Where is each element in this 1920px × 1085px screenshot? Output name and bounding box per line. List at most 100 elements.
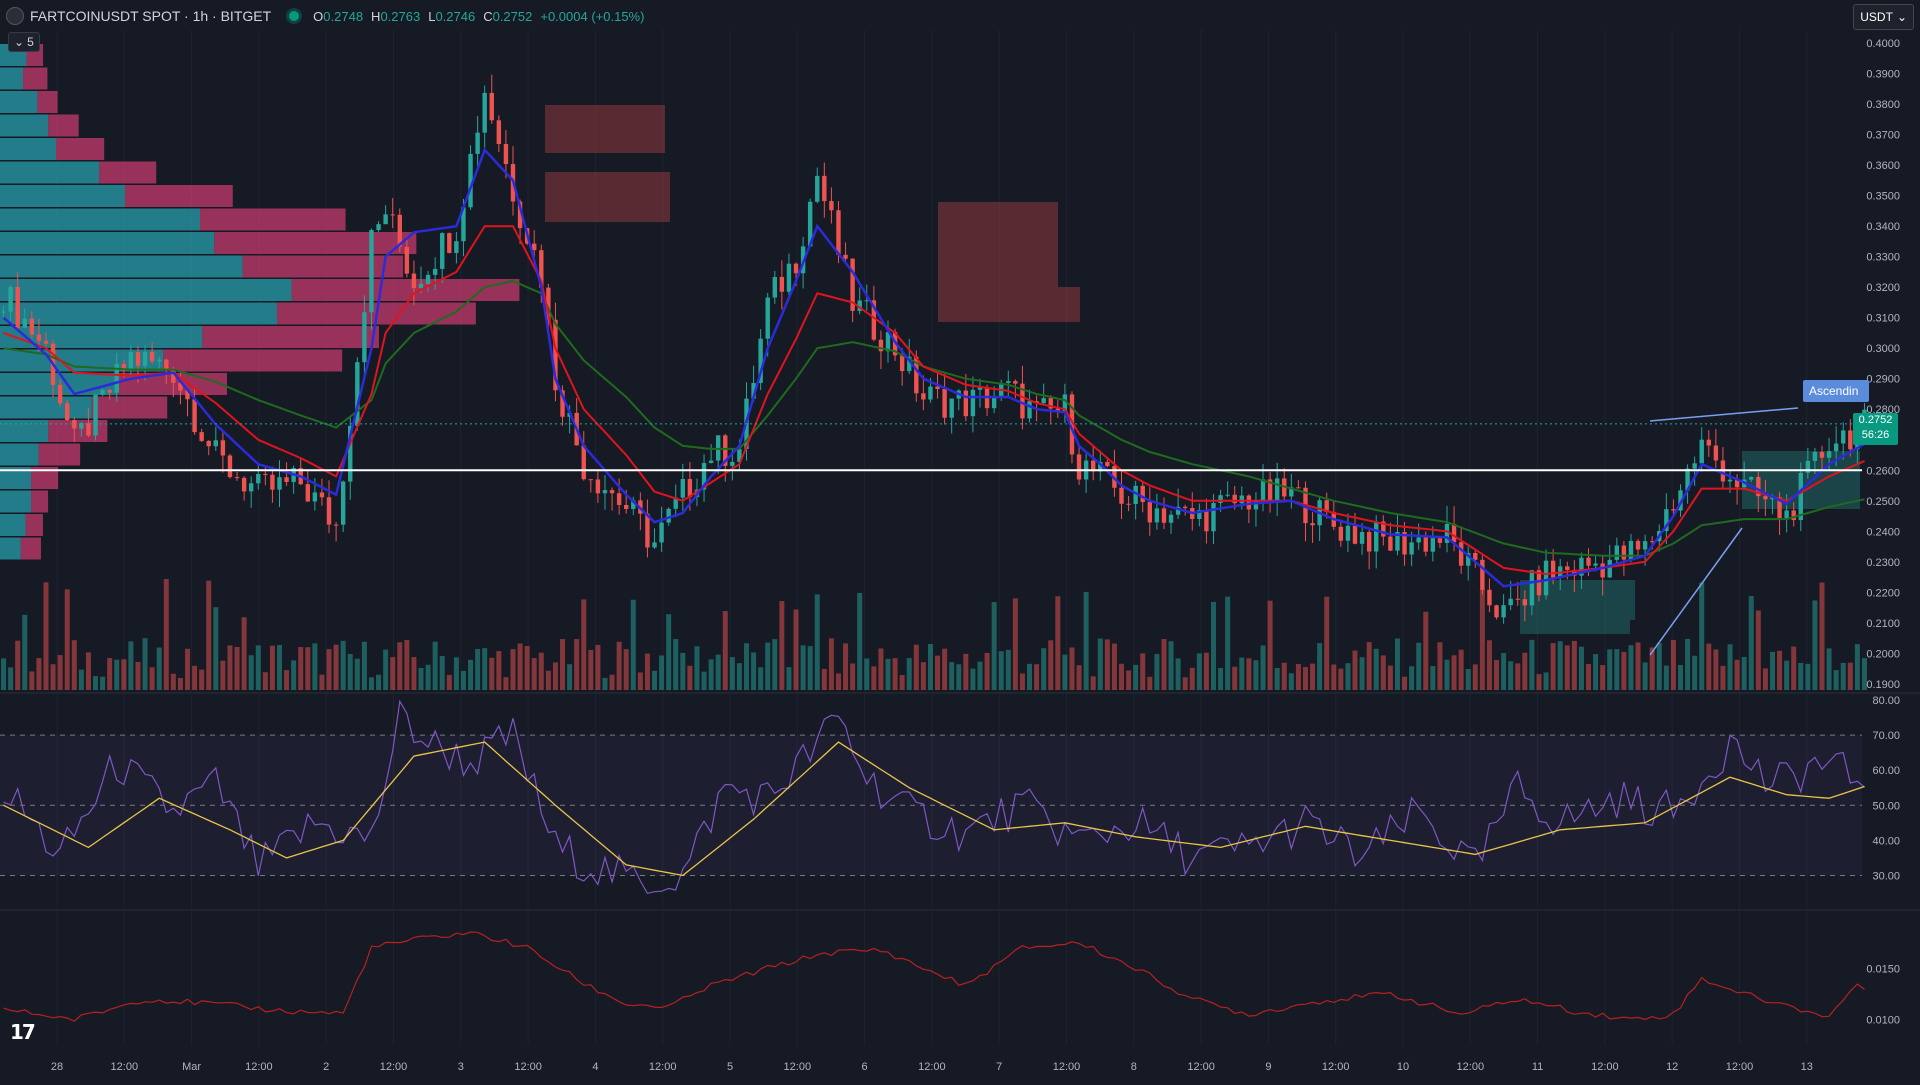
symbol-title[interactable]: FARTCOINUSDT SPOT · 1h · BITGET (30, 8, 272, 24)
price-tick-label: 0.2200 (1866, 587, 1900, 599)
candle-body (277, 477, 282, 490)
volume-bar (241, 617, 247, 690)
candle-body (588, 479, 594, 481)
candle-body (475, 132, 480, 154)
volume-profile-down-bar (91, 396, 168, 419)
market-status-icon (289, 11, 300, 21)
volume-bar (913, 644, 919, 690)
candle-body (178, 382, 183, 391)
chevron-down-icon: ⌄ (1896, 10, 1907, 24)
volume-bar (949, 662, 955, 690)
candle-body (135, 352, 141, 366)
candle-body (539, 250, 544, 288)
volume-profile-down-bar (48, 420, 108, 442)
volume-bar (1805, 663, 1811, 690)
high-label: H (371, 8, 381, 24)
candle-body (765, 297, 770, 339)
volume-bar (1027, 663, 1033, 690)
candle-body (348, 425, 353, 482)
candle-body (645, 513, 650, 548)
volume-profile (0, 44, 520, 560)
bar-countdown: 56:26 (1861, 429, 1890, 441)
volume-bar (1189, 667, 1195, 690)
volume-bar (567, 664, 573, 690)
volume-bar (517, 643, 523, 690)
candle-body (737, 449, 742, 462)
volume-bar (8, 667, 14, 690)
volume-bar (652, 670, 658, 690)
price-tick-label: 0.3800 (1866, 99, 1900, 111)
candle-body (1232, 494, 1237, 504)
volume-bar (1458, 649, 1464, 690)
volume-bar (701, 671, 707, 690)
volume-bar (1586, 664, 1592, 690)
volume-bar (482, 648, 488, 690)
candle-body (1692, 463, 1697, 469)
candle-body (1600, 563, 1605, 578)
volume-bar (1239, 657, 1245, 690)
candle-body (758, 338, 763, 383)
candle-body (631, 500, 636, 509)
volume-bar (376, 674, 382, 690)
volume-bar (1295, 664, 1301, 690)
volume-profile-up-bar (0, 302, 278, 325)
rsi-tick-label: 40.00 (1872, 835, 1900, 847)
candle-body (72, 420, 77, 429)
candle-body (1458, 542, 1464, 566)
time-tick-label: 12:00 (784, 1061, 812, 1073)
time-tick-label: 12 (1666, 1061, 1678, 1073)
volume-bar (680, 652, 686, 690)
volume-bar (1005, 649, 1011, 690)
candles (1, 74, 1867, 624)
volume-bar (1692, 655, 1698, 690)
candle-body (1671, 509, 1676, 511)
indicators-collapse-button[interactable]: ⌄ 5 (8, 32, 40, 52)
candle-body (1168, 514, 1174, 523)
volume-bar (475, 648, 481, 690)
volume-bar (107, 658, 113, 690)
volume-bar (1727, 644, 1733, 690)
candle-body (1550, 560, 1556, 578)
candle-body (1635, 540, 1641, 550)
volume-bar (1614, 649, 1620, 690)
candle-body (1805, 460, 1811, 473)
candle-body (1211, 502, 1216, 532)
candle-body (234, 477, 240, 479)
time-tick-label: 5 (727, 1061, 733, 1073)
volume-bar (1225, 596, 1231, 690)
candle-body (1267, 479, 1273, 502)
volume-bar (1090, 676, 1096, 690)
volume-bar (1515, 663, 1521, 690)
candle-body (213, 440, 219, 447)
volume-bar (1345, 663, 1351, 690)
volume-bars (1, 579, 1867, 690)
candle-body (305, 484, 310, 502)
time-tick-label: 12:00 (649, 1061, 677, 1073)
supply-demand-zone (1520, 620, 1630, 634)
candle-body (362, 312, 367, 363)
volume-bar (496, 651, 502, 690)
volume-bar (1600, 665, 1606, 690)
candle-body (595, 479, 601, 494)
volume-bar (1246, 658, 1252, 690)
pattern-support-line (1649, 527, 1743, 656)
candle-body (57, 384, 63, 404)
volume-bar (1317, 643, 1323, 690)
tradingview-logo[interactable]: 17 (10, 1020, 36, 1044)
time-tick-label: Mar (182, 1061, 201, 1073)
volume-bar (50, 664, 56, 690)
volume-bar (234, 647, 240, 690)
currency-select-button[interactable]: USDT ⌄ (1853, 4, 1914, 30)
time-tick-label: 12:00 (111, 1061, 139, 1073)
volume-bar (1260, 645, 1266, 690)
volume-bar (807, 646, 813, 690)
pattern-label[interactable]: Ascendin (1803, 380, 1869, 402)
candle-body (1522, 599, 1528, 606)
volume-bar (206, 580, 212, 690)
volume-bar (1501, 653, 1507, 690)
volume-bar (1232, 666, 1238, 690)
volume-bar (736, 663, 742, 690)
candle-body (65, 403, 70, 421)
